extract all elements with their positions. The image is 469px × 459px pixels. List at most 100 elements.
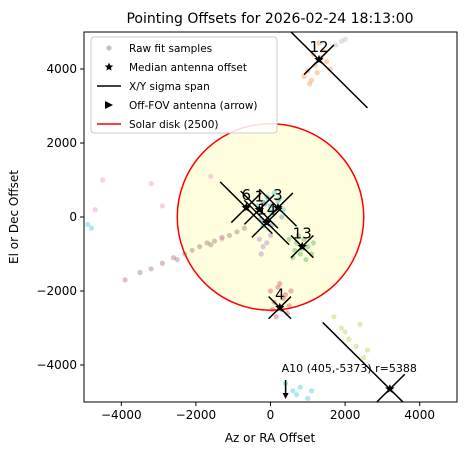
sample-point <box>361 355 367 361</box>
sample-point <box>286 303 292 309</box>
sample-point <box>159 203 165 209</box>
sample-point <box>256 236 262 242</box>
sample-point <box>273 314 279 320</box>
sample-point <box>122 277 128 283</box>
sample-point <box>294 392 300 398</box>
x-axis-label: Az or RA Offset <box>225 431 316 445</box>
legend-box <box>90 36 278 134</box>
sample-point <box>148 181 154 187</box>
legend-label: Solar disk (2500) <box>129 119 218 131</box>
sample-point <box>333 42 339 48</box>
sample-point <box>331 314 337 320</box>
sample-point <box>208 242 214 248</box>
antenna-label: 6 <box>241 186 251 204</box>
sample-point <box>338 325 344 331</box>
median-marker <box>385 384 395 394</box>
sample-point <box>277 281 283 287</box>
sample-point <box>264 240 270 246</box>
legend-label: Off-FOV antenna (arrow) <box>129 100 258 112</box>
sample-point <box>364 347 371 353</box>
y-tick-label: −2000 <box>36 284 77 298</box>
sample-point <box>290 388 296 394</box>
sample-point <box>260 199 266 205</box>
sample-point <box>267 208 274 215</box>
sample-point <box>305 395 311 401</box>
legend-marker <box>104 62 114 71</box>
x-tick-label: −4000 <box>101 408 142 422</box>
sample-point <box>204 240 210 246</box>
sample-point <box>282 292 289 298</box>
sample-point <box>280 295 287 301</box>
sample-point <box>267 232 274 239</box>
y-tick-label: 4000 <box>46 62 77 76</box>
sample-point <box>307 81 313 87</box>
sample-point <box>280 207 287 213</box>
sample-point <box>310 240 316 246</box>
median-marker <box>262 217 272 227</box>
y-tick-label: 2000 <box>46 136 77 150</box>
sample-point <box>197 244 203 250</box>
sample-point <box>182 251 188 257</box>
median-marker <box>314 54 324 64</box>
antenna-label: 13 <box>293 225 312 243</box>
sample-point <box>219 234 225 240</box>
sample-point <box>320 47 326 54</box>
annotation: A10 (405,-5373) r=5388 <box>282 362 417 375</box>
median-marker <box>254 204 265 214</box>
sample-point <box>277 195 283 202</box>
sample-point <box>219 236 225 242</box>
sample-point <box>260 244 266 250</box>
off-fov-arrowhead <box>282 393 289 399</box>
sample-point <box>137 269 143 276</box>
sample-point <box>275 197 281 203</box>
antenna-label: 12 <box>309 38 328 56</box>
sample-point <box>305 244 311 250</box>
sample-point <box>148 266 154 272</box>
sample-point <box>288 288 294 294</box>
sample-point <box>174 256 180 263</box>
antenna-label: 3 <box>273 186 283 204</box>
sample-point <box>241 225 247 231</box>
sample-point <box>275 284 281 290</box>
legend-marker <box>105 101 113 109</box>
sample-point <box>297 384 303 390</box>
sample-point <box>85 221 91 227</box>
sample-point <box>308 77 315 83</box>
sample-point <box>100 177 106 183</box>
median-marker <box>275 302 285 312</box>
sample-point <box>357 321 363 327</box>
sample-point <box>338 38 344 44</box>
sample-point <box>301 73 307 79</box>
sample-point <box>292 247 298 253</box>
antenna-label: 1 <box>255 188 265 206</box>
x-tick-label: −2000 <box>176 408 217 422</box>
sample-point <box>301 236 307 242</box>
sample-point <box>88 225 95 231</box>
median-marker <box>297 241 307 251</box>
sample-point <box>92 207 98 213</box>
y-axis-label: El or Dec Offset <box>7 170 21 264</box>
sample-point <box>269 306 275 313</box>
sample-point <box>170 255 177 261</box>
legend-label: X/Y sigma span <box>129 81 210 93</box>
legend: Raw fit samples Median antenna offset X/Y … <box>90 36 278 134</box>
y-tick-label: 0 <box>69 210 77 224</box>
sample-point <box>308 388 315 394</box>
sample-point <box>234 229 240 235</box>
chart-title: Pointing Offsets for 2026-02-24 18:13:00 <box>126 11 413 27</box>
sample-point <box>271 190 277 196</box>
legend-label: Median antenna offset <box>129 62 247 74</box>
sample-point <box>267 288 274 294</box>
sample-point <box>295 232 302 239</box>
sample-point <box>226 232 233 239</box>
sample-point <box>303 256 309 263</box>
antenna-label: 14 <box>257 201 276 219</box>
y-tick-label: −4000 <box>36 358 77 372</box>
sample-point <box>323 59 330 65</box>
legend-marker <box>106 45 112 51</box>
x-tick-label: 4000 <box>404 408 435 422</box>
antenna-label: 4 <box>275 286 285 304</box>
sample-point <box>342 329 348 335</box>
